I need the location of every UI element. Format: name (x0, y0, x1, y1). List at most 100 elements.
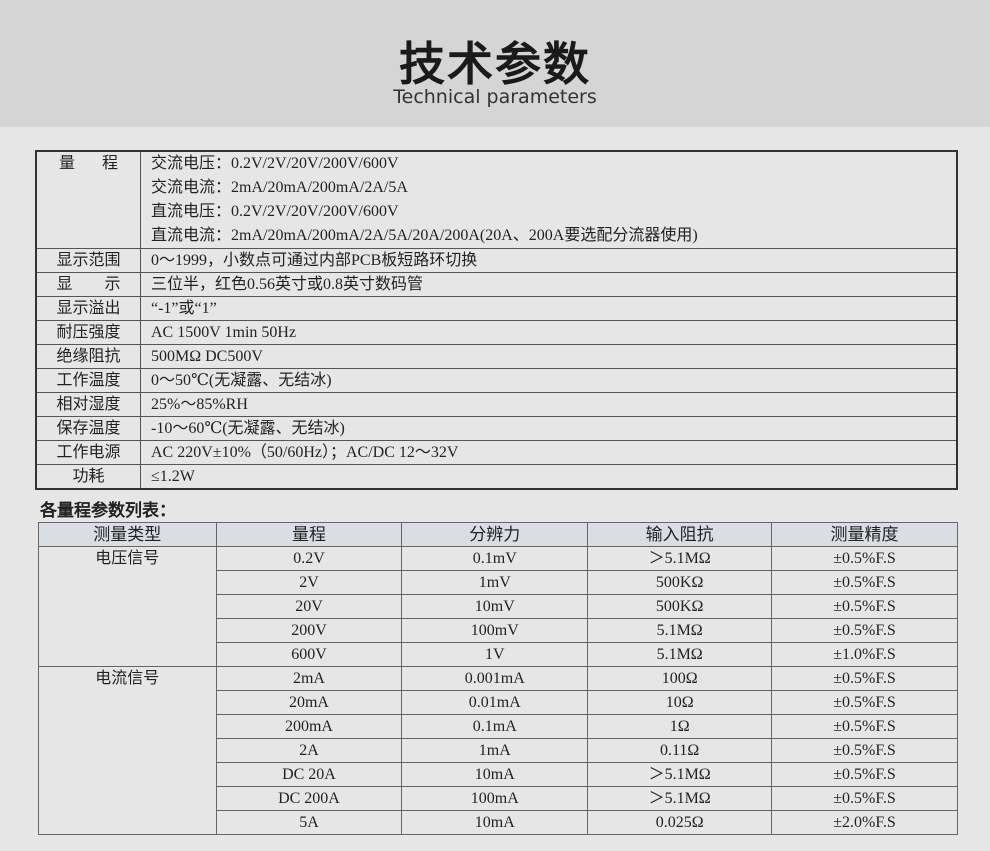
measure-type: 电压信号 (38, 546, 217, 667)
spec-label: 保存温度 (35, 416, 141, 441)
table-cell: 600V (215, 642, 403, 667)
table-cell: 500KΩ (587, 594, 773, 619)
column-header: 测量类型 (38, 522, 217, 547)
table-cell: 200mA (215, 714, 403, 739)
table-cell: 0.001mA (401, 666, 589, 691)
spec-label: 工作温度 (35, 368, 141, 393)
table-row: 200mA 0.1mA 1Ω ±0.5%F.S (39, 714, 958, 739)
table-cell: ±0.5%F.S (771, 546, 958, 571)
table-cell: ±0.5%F.S (771, 690, 958, 715)
spec-label: 功耗 (35, 464, 141, 490)
spec-value: 交流电压：0.2V/2V/20V/200V/600V 交流电流：2mA/20mA… (140, 150, 958, 249)
table-cell: ＞5.1MΩ (587, 546, 773, 571)
spec-value: 25%～85%RH (140, 392, 958, 417)
table-cell: 2mA (215, 666, 403, 691)
spec-value: AC 220V±10%（50/60Hz）；AC/DC 12～32V (140, 440, 958, 465)
table-cell: ＞5.1MΩ (587, 762, 773, 787)
column-header: 测量精度 (771, 522, 958, 547)
table-cell: ±1.0%F.S (771, 642, 958, 667)
spec-row: 显 示三位半，红色0.56英寸或0.8英寸数码管 (35, 272, 958, 297)
table-cell: 0.1mA (401, 714, 589, 739)
table-cell: ＞5.1MΩ (587, 786, 773, 811)
spec-value: ≤1.2W (140, 464, 958, 490)
table-cell: 1V (401, 642, 589, 667)
spec-value: 0～50℃(无凝露、无结冰) (140, 368, 958, 393)
table-cell: ±0.5%F.S (771, 786, 958, 811)
spec-value: 500MΩ DC500V (140, 344, 958, 369)
table-cell: ±0.5%F.S (771, 570, 958, 595)
table-row: 5A 10mA 0.025Ω ±2.0%F.S (39, 810, 958, 835)
table-row: 电流信号 2mA 0.001mA 100Ω ±0.5%F.S (38, 666, 958, 835)
table-row: 20V 10mV 500KΩ ±0.5%F.S (39, 594, 958, 619)
table-cell: 10mA (401, 762, 589, 787)
table-cell: ±0.5%F.S (771, 762, 958, 787)
table-cell: 5.1MΩ (587, 642, 773, 667)
table-row: 电压信号 0.2V 0.1mV ＞5.1MΩ ±0.5%F.S (38, 546, 958, 667)
table-cell: 1Ω (587, 714, 773, 739)
spec-label: 工作电源 (35, 440, 141, 465)
column-header: 量程 (215, 522, 403, 547)
page-title: 技术参数 (399, 37, 591, 91)
table-cell: ±0.5%F.S (771, 618, 958, 643)
table-cell: 0.2V (215, 546, 403, 571)
spec-table: 量程 交流电压：0.2V/2V/20V/200V/600V 交流电流：2mA/2… (35, 150, 958, 490)
table-cell: 20V (215, 594, 403, 619)
table-row: 200V 100mV 5.1MΩ ±0.5%F.S (39, 618, 958, 643)
spec-value: 三位半，红色0.56英寸或0.8英寸数码管 (140, 272, 958, 297)
table-cell: 20mA (215, 690, 403, 715)
spec-value: “-1”或“1” (140, 296, 958, 321)
page-subtitle: Technical parameters (393, 86, 597, 108)
table-cell: 0.025Ω (587, 810, 773, 835)
spec-row: 耐压强度 AC 1500V 1min 50Hz (35, 320, 958, 345)
table-cell: ±2.0%F.S (771, 810, 958, 835)
spec-row: 保存温度 -10～60℃(无凝露、无结冰) (35, 416, 958, 441)
table-cell: ±0.5%F.S (771, 594, 958, 619)
table-cell: 100mA (401, 786, 589, 811)
table-cell: ±0.5%F.S (771, 666, 958, 691)
spec-label: 量程 (35, 150, 141, 249)
spec-label-char: 量 (59, 155, 76, 172)
table-cell: 2V (215, 570, 403, 595)
spec-row-range: 量程 交流电压：0.2V/2V/20V/200V/600V 交流电流：2mA/2… (35, 150, 958, 249)
range-line: 直流电流：2mA/20mA/200mA/2A/5A/20A/200A(20A、2… (151, 227, 698, 244)
range-line: 直流电压：0.2V/2V/20V/200V/600V (151, 203, 399, 220)
table-cell: ±0.5%F.S (771, 738, 958, 763)
table-cell: 200V (215, 618, 403, 643)
table-cell: DC 200A (215, 786, 403, 811)
table-cell: 10mV (401, 594, 589, 619)
table-cell: 100Ω (587, 666, 773, 691)
spec-value: AC 1500V 1min 50Hz (140, 320, 958, 345)
param-table-title: 各量程参数列表： (40, 501, 176, 520)
spec-row: 显示范围 0～1999，小数点可通过内部PCB板短路环切换 (35, 248, 958, 273)
table-cell: 0.11Ω (587, 738, 773, 763)
table-row: 20mA 0.01mA 10Ω ±0.5%F.S (39, 690, 958, 715)
table-cell: 1mV (401, 570, 589, 595)
spec-row: 绝缘阻抗 500MΩ DC500V (35, 344, 958, 369)
spec-row: 相对湿度 25%～85%RH (35, 392, 958, 417)
table-cell: 10Ω (587, 690, 773, 715)
spec-label-char: 程 (101, 155, 118, 172)
column-header: 分辨力 (401, 522, 589, 547)
range-line: 交流电流：2mA/20mA/200mA/2A/5A (151, 179, 408, 196)
spec-row: 工作电源 AC 220V±10%（50/60Hz）；AC/DC 12～32V (35, 440, 958, 465)
table-cell: 5A (215, 810, 403, 835)
header-band (0, 0, 990, 127)
spec-label: 显示溢出 (35, 296, 141, 321)
table-cell: 5.1MΩ (587, 618, 773, 643)
table-cell: ±0.5%F.S (771, 714, 958, 739)
spec-label: 相对湿度 (35, 392, 141, 417)
spec-label: 显 示 (35, 272, 141, 297)
table-row: 2V 1mV 500KΩ ±0.5%F.S (39, 570, 958, 595)
spec-row: 功耗 ≤1.2W (35, 464, 958, 490)
param-table: 测量类型 量程 分辨力 输入阻抗 测量精度 电压信号 0.2V 0.1mV ＞5.1MΩ ±0.… (38, 522, 958, 835)
table-cell: 100mV (401, 618, 589, 643)
spec-label: 显示范围 (35, 248, 141, 273)
spec-value: -10～60℃(无凝露、无结冰) (140, 416, 958, 441)
table-cell: 0.1mV (401, 546, 589, 571)
spec-value: 0～1999，小数点可通过内部PCB板短路环切换 (140, 248, 958, 273)
column-header: 输入阻抗 (587, 522, 773, 547)
table-cell: 0.01mA (401, 690, 589, 715)
spec-label: 耐压强度 (35, 320, 141, 345)
table-cell: 500KΩ (587, 570, 773, 595)
table-row: 600V 1V 5.1MΩ ±1.0%F.S (39, 642, 958, 667)
